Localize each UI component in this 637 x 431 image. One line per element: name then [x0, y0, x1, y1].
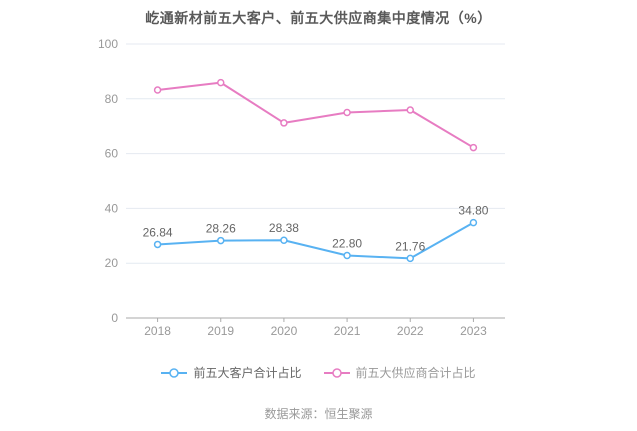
svg-text:2022: 2022: [397, 324, 424, 338]
svg-text:21.76: 21.76: [395, 239, 425, 253]
legend-item-customers[interactable]: 前五大客户合计占比: [161, 364, 302, 381]
svg-text:26.84: 26.84: [143, 225, 173, 239]
svg-text:20: 20: [105, 256, 119, 270]
svg-text:0: 0: [111, 311, 118, 325]
svg-text:2020: 2020: [271, 324, 298, 338]
legend-marker-suppliers-icon: [323, 367, 350, 378]
svg-text:40: 40: [105, 201, 119, 215]
svg-text:2021: 2021: [334, 324, 361, 338]
svg-text:100: 100: [98, 37, 118, 51]
chart-title: 屹通新材前五大客户、前五大供应商集中度情况（%）: [145, 10, 492, 26]
svg-text:28.38: 28.38: [269, 221, 299, 235]
svg-text:2023: 2023: [460, 324, 487, 338]
svg-text:22.80: 22.80: [332, 237, 362, 251]
data-source: 数据来源：恒生聚源: [264, 407, 373, 421]
legend-item-suppliers[interactable]: 前五大供应商合计占比: [323, 364, 476, 381]
svg-text:2019: 2019: [207, 324, 234, 338]
svg-text:28.26: 28.26: [206, 222, 236, 236]
svg-text:2018: 2018: [144, 324, 171, 338]
svg-text:34.80: 34.80: [458, 204, 488, 218]
legend-label-suppliers: 前五大供应商合计占比: [355, 366, 476, 380]
legend-marker-customers-icon: [161, 367, 188, 378]
line-chart: 0 20 40 60 80 100 2018 2019 2020 2021 2022 2023 26.8…: [98, 37, 505, 338]
legend-label-customers: 前五大客户合计占比: [193, 366, 302, 380]
chart-legend: 前五大客户合计占比 前五大供应商合计占比: [0, 364, 637, 381]
svg-text:60: 60: [105, 147, 119, 161]
svg-text:80: 80: [105, 92, 119, 106]
